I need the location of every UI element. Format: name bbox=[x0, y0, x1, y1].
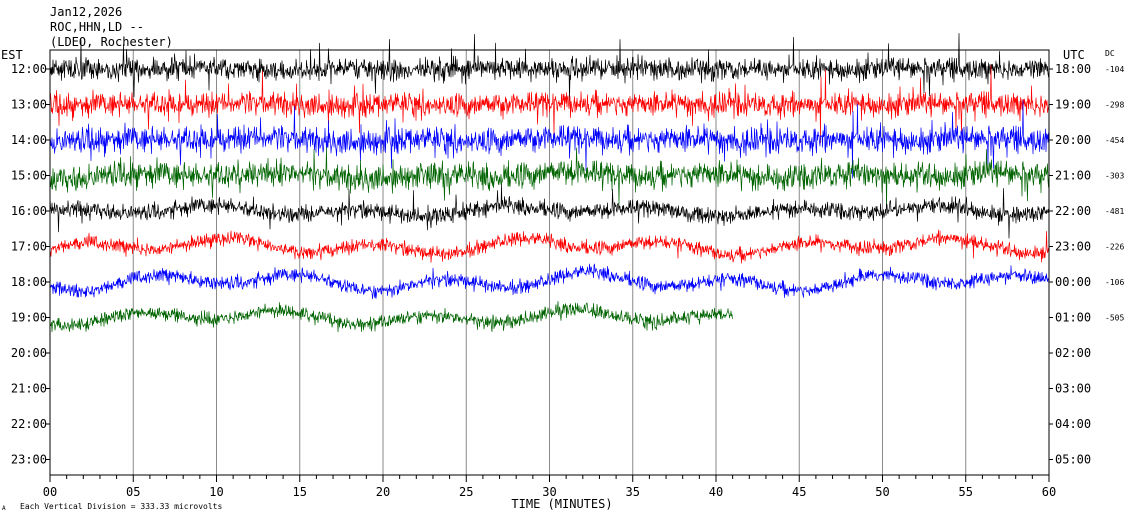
left-hour-label: 18:00 bbox=[11, 275, 47, 289]
trace-1300 bbox=[49, 64, 1050, 144]
dc-offset-label: -454 bbox=[1105, 136, 1124, 145]
dc-offset-label: -226 bbox=[1105, 243, 1124, 252]
x-tick-label: 50 bbox=[875, 485, 889, 499]
x-tick-label: 10 bbox=[209, 485, 223, 499]
left-hour-label: 12:00 bbox=[11, 62, 47, 76]
station-title: ROC,HHN,LD -- bbox=[50, 20, 144, 34]
x-axis-title: TIME (MINUTES) bbox=[511, 497, 612, 511]
right-hour-label: 00:00 bbox=[1055, 275, 1091, 289]
date-title: Jan12,2026 bbox=[50, 5, 122, 19]
trace-1400 bbox=[49, 100, 1050, 179]
right-hour-label: 02:00 bbox=[1055, 346, 1091, 360]
right-timezone-label: UTC bbox=[1063, 48, 1085, 62]
dc-offset-label: -298 bbox=[1105, 101, 1124, 110]
right-hour-label: 23:00 bbox=[1055, 240, 1091, 254]
dc-offset-label: -106 bbox=[1105, 278, 1124, 287]
x-tick-label: 55 bbox=[959, 485, 973, 499]
left-hour-label: 23:00 bbox=[11, 453, 47, 467]
x-tick-label: 15 bbox=[293, 485, 307, 499]
right-hour-label: 22:00 bbox=[1055, 204, 1091, 218]
x-tick-label: 20 bbox=[376, 485, 390, 499]
left-hour-label: 21:00 bbox=[11, 382, 47, 396]
x-tick-label: 35 bbox=[626, 485, 640, 499]
x-tick-label: 00 bbox=[43, 485, 57, 499]
dc-offset-label: -303 bbox=[1105, 172, 1124, 181]
left-hour-label: 22:00 bbox=[11, 417, 47, 431]
trace-1800 bbox=[49, 263, 1050, 300]
scale-mark: A bbox=[2, 505, 6, 512]
trace-1200 bbox=[49, 32, 1050, 101]
trace-layer bbox=[49, 32, 1050, 333]
left-hour-label: 15:00 bbox=[11, 169, 47, 183]
right-hour-label: 21:00 bbox=[1055, 169, 1091, 183]
left-hour-label: 13:00 bbox=[11, 98, 47, 112]
scale-note: Each Vertical Division = 333.33 microvol… bbox=[20, 502, 222, 511]
right-hour-label: 04:00 bbox=[1055, 417, 1091, 431]
trace-1600 bbox=[49, 183, 1050, 239]
right-hour-label: 20:00 bbox=[1055, 133, 1091, 147]
x-tick-label: 25 bbox=[459, 485, 473, 499]
right-hour-label: 05:00 bbox=[1055, 453, 1091, 467]
grid-layer bbox=[132, 50, 967, 475]
trace-1900 bbox=[49, 300, 733, 333]
trace-1700 bbox=[49, 229, 1050, 264]
x-tick-label: 30 bbox=[542, 485, 556, 499]
dc-offset-label: -481 bbox=[1105, 207, 1124, 216]
right-hour-label: 19:00 bbox=[1055, 98, 1091, 112]
right-hour-label: 18:00 bbox=[1055, 62, 1091, 76]
left-timezone-label: EST bbox=[1, 48, 23, 62]
left-hour-label: 19:00 bbox=[11, 311, 47, 325]
left-hour-label: 17:00 bbox=[11, 240, 47, 254]
dc-offset-label: -505 bbox=[1105, 314, 1124, 323]
dc-header-label: DC bbox=[1105, 49, 1115, 58]
left-hour-label: 16:00 bbox=[11, 204, 47, 218]
x-tick-label: 60 bbox=[1042, 485, 1056, 499]
left-hour-label: 14:00 bbox=[11, 133, 47, 147]
dc-offset-label: -104 bbox=[1105, 65, 1124, 74]
network-title: (LDEO, Rochester) bbox=[50, 35, 173, 49]
left-hour-label: 20:00 bbox=[11, 346, 47, 360]
x-tick-label: 40 bbox=[709, 485, 723, 499]
right-hour-label: 03:00 bbox=[1055, 382, 1091, 396]
trace-1500 bbox=[49, 147, 1050, 210]
label-layer: 00 05 10 15 20 25 30 35 40 45 50 55 60 12:00 13:00 14:0… bbox=[11, 62, 1125, 499]
x-tick-label: 45 bbox=[792, 485, 806, 499]
x-tick-label: 05 bbox=[126, 485, 140, 499]
right-hour-label: 01:00 bbox=[1055, 311, 1091, 325]
